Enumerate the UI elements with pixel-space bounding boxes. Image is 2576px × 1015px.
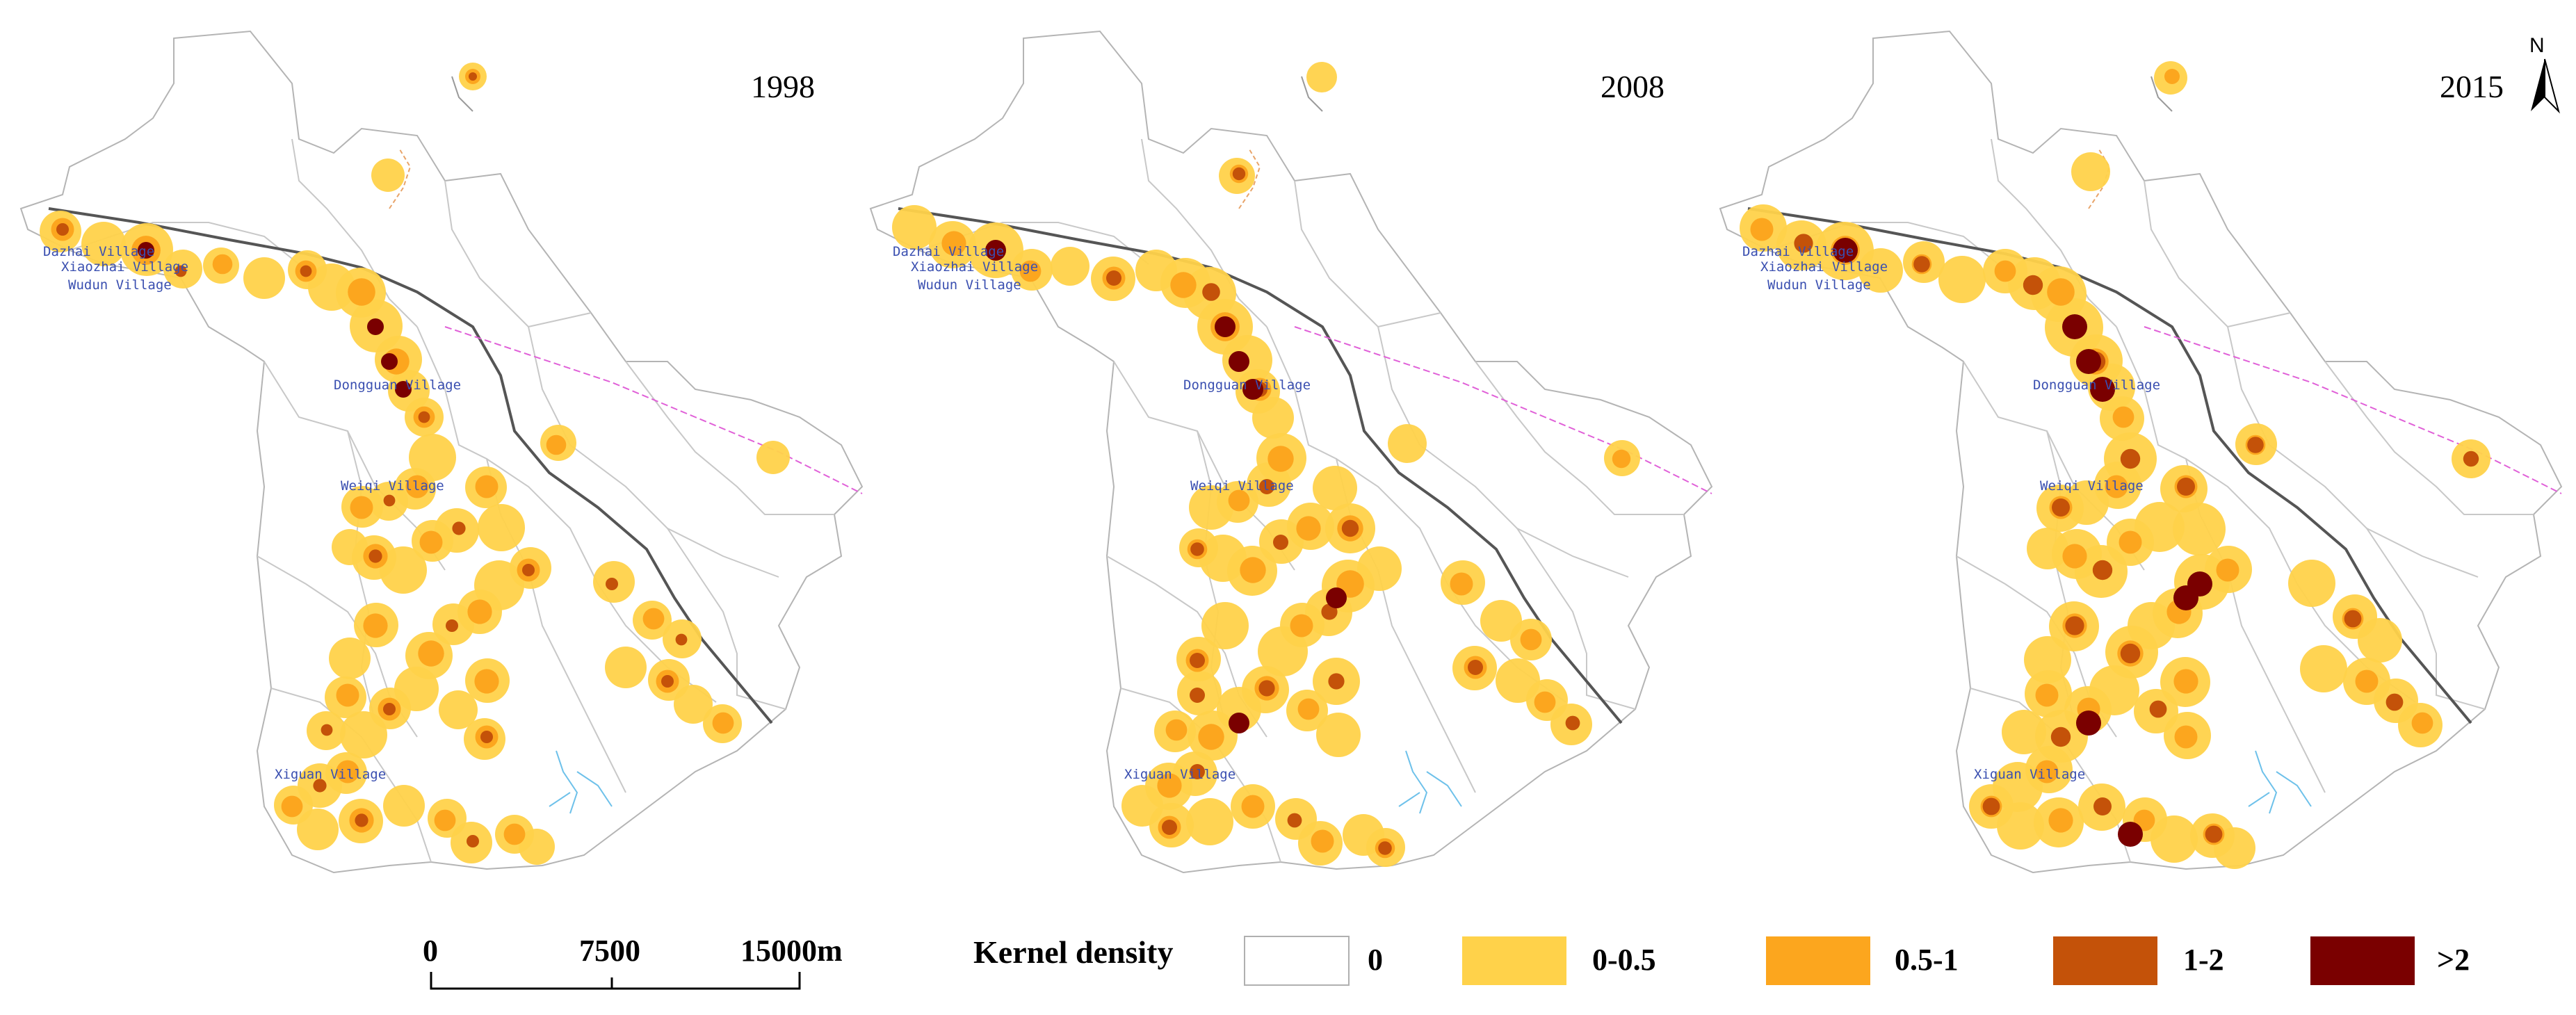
north-arrow-icon: N [2529,34,2560,114]
scale-bar: 0 7500 15000m [423,934,843,990]
legend-swatch-4 [2310,936,2415,985]
legend: Kernel density 0 0-0.5 0.5-1 1-2 >2 [973,934,2470,986]
scale-label-15000: 15000m [740,934,843,968]
village-label: Xiaozhai Village [61,259,188,275]
year-label: 2015 [2440,69,2504,104]
legend-label: 0 [1368,943,1383,977]
legend-label: >2 [2437,943,2470,977]
legend-label: 1-2 [2183,943,2224,977]
village-label: Wudun Village [918,277,1021,293]
north-label: N [2529,34,2545,57]
village-labels: Dazhai Village Xiaozhai Village Wudun Vi… [43,244,461,782]
legend-title: Kernel density [973,934,1173,970]
scale-label-7500: 7500 [579,934,640,968]
village-label: Dazhai Village [1742,244,1854,259]
village-labels: Dazhai Village Xiaozhai Village Wudun Vi… [893,244,1311,782]
village-label: Weiqi Village [341,478,444,494]
density-layer [1740,61,2490,869]
village-label: Dongguan Village [2033,377,2160,393]
village-label: Dazhai Village [893,244,1004,259]
legend-swatch-1 [1462,936,1566,985]
village-label: Wudun Village [68,277,172,293]
map-panel-2015: Dazhai Village Xiaozhai Village Wudun Vi… [1719,30,2563,874]
density-layer [40,63,790,865]
density-layer [892,62,1640,867]
village-label: Xiguan Village [1974,767,2085,782]
village-label: Dongguan Village [1183,377,1311,393]
scale-label-0: 0 [423,934,438,968]
map-panel-2008: Dazhai Village Xiaozhai Village Wudun Vi… [869,30,1713,874]
village-labels: Dazhai Village Xiaozhai Village Wudun Vi… [1742,244,2160,782]
map-panel-1998: Dazhai Village Xiaozhai Village Wudun Vi… [19,30,864,874]
year-label: 1998 [751,69,815,104]
village-label: Weiqi Village [2040,478,2144,494]
village-label: Dongguan Village [334,377,461,393]
legend-swatch-2 [1766,936,1870,985]
legend-swatch-0 [1244,936,1350,986]
village-label: Xiguan Village [275,767,386,782]
village-label: Xiguan Village [1124,767,1236,782]
village-label: Dazhai Village [43,244,154,259]
legend-label: 0.5-1 [1895,943,1959,977]
village-label: Wudun Village [1767,277,1871,293]
village-label: Weiqi Village [1190,478,1294,494]
village-label: Xiaozhai Village [1760,259,1888,275]
year-label: 2008 [1601,69,1664,104]
legend-swatch-3 [2053,936,2157,985]
legend-label: 0-0.5 [1592,943,1656,977]
village-label: Xiaozhai Village [911,259,1038,275]
